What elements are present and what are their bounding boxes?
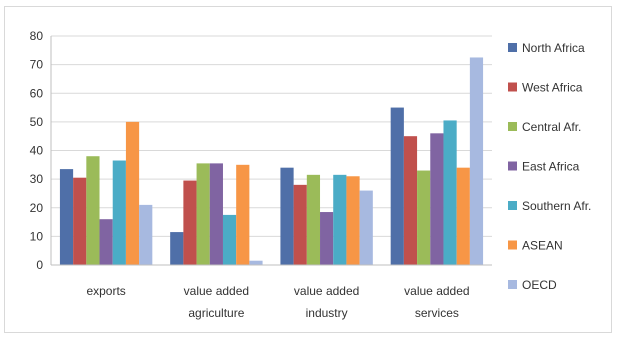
y-tick-label: 0 (36, 258, 43, 272)
bar-east-africa-3 (430, 133, 444, 265)
legend-swatch (508, 82, 517, 92)
y-tick-label: 10 (30, 229, 44, 243)
legend-swatch (508, 201, 517, 210)
x-category-label: exports (86, 284, 125, 298)
bar-central-afr-3 (417, 170, 431, 265)
y-tick-label: 80 (30, 29, 44, 43)
legend-swatch (508, 43, 517, 52)
legend-label: East Africa (522, 160, 580, 174)
bar-north-africa-2 (280, 167, 294, 265)
x-category-label: value added (184, 284, 249, 298)
y-tick-label: 60 (30, 86, 44, 100)
bar-west-africa-0 (73, 177, 87, 265)
y-tick-label: 50 (30, 115, 44, 129)
bar-central-afr-1 (196, 163, 210, 265)
chart-frame: 0 10 20 30 40 50 60 70 80 exports value added agri… (4, 6, 612, 333)
y-tick-label: 40 (30, 144, 44, 158)
legend-label: West Africa (522, 81, 583, 95)
legend-label: OECD (522, 278, 557, 292)
bar-east-africa-2 (320, 212, 334, 265)
bar-southern-afr-0 (112, 160, 126, 265)
axes (50, 36, 492, 266)
x-category-label: value added (404, 284, 469, 298)
bar-asean-2 (346, 176, 360, 265)
bar-east-africa-1 (209, 163, 223, 265)
bar-asean-3 (456, 167, 470, 265)
x-axis-categories: exports value added agriculture value added… (86, 284, 469, 320)
legend: North Africa West Africa Central Afr. East … (508, 41, 591, 292)
legend-label: North Africa (522, 41, 585, 55)
bar-asean-1 (236, 164, 250, 265)
y-tick-label: 30 (30, 172, 44, 186)
bar-chart: 0 10 20 30 40 50 60 70 80 exports value added agri… (30, 29, 592, 320)
legend-swatch (508, 161, 517, 171)
x-category-label: industry (306, 306, 348, 320)
legend-label: ASEAN (522, 239, 563, 253)
bar-southern-afr-1 (222, 214, 237, 265)
bar-southern-afr-3 (443, 120, 457, 265)
legend-swatch (508, 122, 517, 131)
bar-north-africa-3 (390, 107, 404, 265)
x-category-label: services (415, 306, 459, 320)
y-axis-ticks: 0 10 20 30 40 50 60 70 80 (30, 29, 44, 272)
bar-oecd-0 (139, 204, 153, 265)
bar-southern-afr-2 (333, 174, 347, 265)
bar-east-africa-0 (99, 219, 113, 265)
bar-oecd-3 (469, 57, 484, 265)
bar-asean-0 (125, 121, 140, 265)
bars (59, 57, 484, 265)
bar-west-africa-3 (403, 136, 418, 265)
bar-west-africa-2 (293, 184, 307, 265)
x-category-label: value added (294, 284, 359, 298)
bar-oecd-1 (249, 260, 263, 265)
bar-north-africa-0 (59, 169, 74, 265)
bar-oecd-2 (359, 190, 373, 265)
legend-label: Southern Afr. (522, 199, 591, 213)
bar-central-afr-2 (306, 174, 321, 265)
y-tick-label: 70 (30, 58, 44, 72)
bar-north-africa-1 (170, 232, 184, 265)
legend-swatch (508, 280, 517, 289)
y-tick-label: 20 (30, 201, 44, 215)
x-category-label: agriculture (188, 306, 244, 320)
legend-label: Central Afr. (522, 120, 581, 134)
legend-swatch (508, 240, 517, 250)
bar-west-africa-1 (183, 180, 197, 265)
bar-central-afr-0 (86, 156, 100, 265)
